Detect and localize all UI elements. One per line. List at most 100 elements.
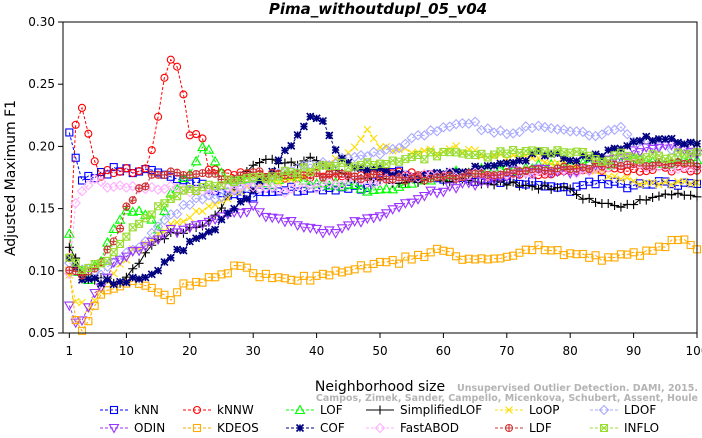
data-point [437, 187, 449, 198]
data-point [179, 279, 188, 288]
data-point [209, 155, 221, 166]
data-point [95, 269, 107, 281]
data-point [173, 62, 182, 71]
legend-label: SimplifiedLOF [400, 403, 482, 417]
data-point [109, 248, 118, 257]
data-point [115, 277, 125, 286]
data-point [298, 223, 310, 233]
data-point [380, 209, 392, 219]
data-point [211, 200, 220, 209]
data-point [268, 274, 277, 283]
data-point [77, 176, 87, 185]
data-point [128, 273, 137, 282]
data-point [82, 303, 94, 313]
data-point [89, 288, 101, 299]
data-point [192, 169, 201, 179]
data-point [204, 273, 213, 282]
data-point [331, 145, 340, 155]
data-point [173, 245, 182, 254]
data-point [203, 144, 215, 154]
data-point [445, 167, 454, 176]
data-point [122, 278, 131, 287]
legend-marker [108, 423, 120, 434]
data-point [171, 228, 183, 239]
data-point [623, 250, 632, 259]
data-point [520, 121, 532, 132]
data-point [135, 274, 144, 284]
data-point [597, 152, 606, 161]
legend-marker [192, 405, 202, 415]
data-point [615, 121, 627, 133]
data-point [160, 170, 169, 180]
data-point [331, 266, 340, 275]
data-point [680, 177, 689, 186]
data-point [591, 197, 601, 207]
data-point [166, 296, 175, 305]
data-point [147, 270, 156, 279]
data-point [635, 136, 645, 145]
data-point [368, 213, 380, 224]
data-point [350, 143, 359, 151]
data-point [661, 135, 670, 144]
data-point [648, 246, 657, 255]
data-point [553, 183, 563, 193]
legend-marker [504, 423, 514, 433]
data-point [603, 198, 613, 208]
data-point [173, 288, 182, 297]
data-point [591, 251, 600, 260]
data-point [273, 183, 284, 195]
data-point [116, 239, 125, 248]
data-point [431, 125, 443, 137]
data-point [108, 223, 120, 233]
watermark-line: Unsupervised Outlier Detection. DAMI, 20… [457, 383, 698, 394]
data-point [615, 154, 627, 164]
data-point [154, 288, 163, 297]
legend-label: LOF [320, 403, 343, 417]
data-point [680, 178, 689, 187]
data-point [515, 156, 524, 165]
data-point [241, 208, 253, 218]
data-point [344, 148, 353, 157]
data-point [324, 177, 335, 188]
data-point [198, 207, 207, 216]
legend-marker [109, 405, 119, 415]
data-point [274, 273, 283, 282]
data-point [216, 192, 227, 203]
legend-item: LDOF [590, 403, 656, 417]
data-point [419, 130, 430, 141]
watermark: Unsupervised Outlier Detection. DAMI, 20… [316, 383, 698, 404]
legend-item: LOF [286, 403, 343, 417]
data-point [686, 190, 696, 200]
data-point [642, 246, 651, 255]
data-point [496, 254, 505, 263]
data-point [514, 126, 525, 138]
data-point [287, 275, 296, 284]
data-point [673, 188, 683, 198]
data-point [521, 180, 531, 190]
data-point [527, 181, 537, 191]
data-point [344, 158, 353, 167]
data-point [490, 161, 499, 170]
data-point [368, 184, 380, 194]
data-point [299, 186, 308, 195]
data-point [534, 241, 543, 250]
data-point [661, 177, 670, 186]
data-point [521, 156, 530, 165]
data-point [64, 242, 74, 252]
data-point [317, 228, 329, 239]
data-point [209, 215, 221, 226]
data-point [363, 125, 372, 134]
data-point [247, 181, 259, 193]
data-point [166, 253, 175, 262]
data-point [490, 254, 499, 263]
data-point [185, 213, 194, 222]
data-point [242, 194, 251, 203]
data-point [197, 193, 208, 205]
data-point [654, 191, 664, 201]
data-point [304, 223, 316, 234]
data-point [160, 73, 169, 82]
data-point [413, 171, 423, 180]
data-point [540, 246, 549, 255]
data-point [198, 278, 207, 287]
data-point [394, 259, 404, 268]
